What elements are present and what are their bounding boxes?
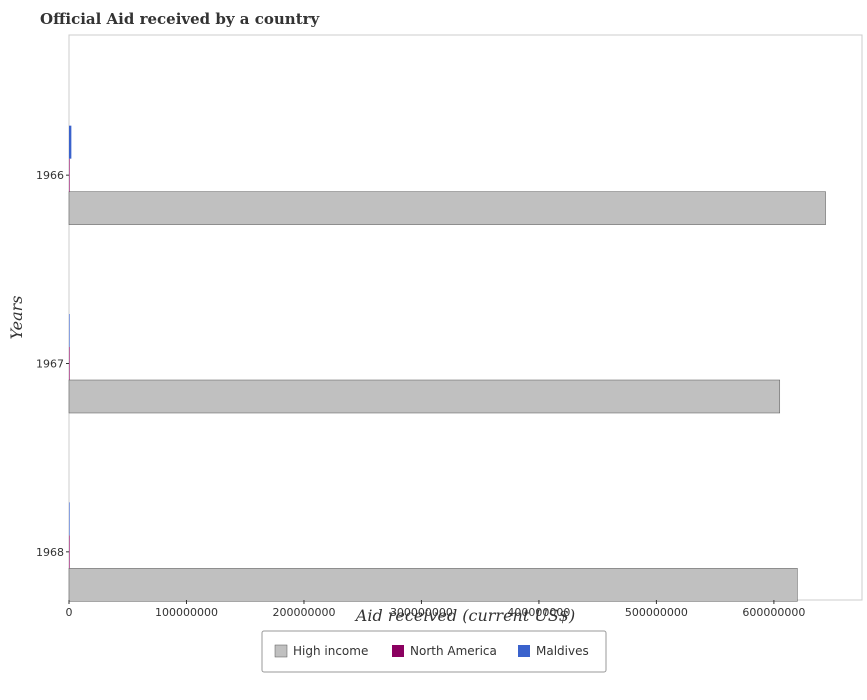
bar-north-america-1968	[69, 535, 70, 568]
plot-area	[69, 35, 862, 600]
y-tick-label-1967: 1967	[36, 358, 64, 371]
legend-label-north-america: North America	[410, 644, 497, 658]
x-axis-label: Aid received (current US$)	[354, 606, 575, 625]
legend-swatch-north-america	[392, 645, 404, 657]
y-axis-label: Years	[7, 295, 26, 339]
legend-swatch-maldives	[518, 645, 530, 657]
bar-north-america-1966	[69, 159, 70, 192]
x-tick-label-5: 500000000	[625, 606, 688, 619]
x-tick-label-2: 200000000	[272, 606, 335, 619]
chart-title: Official Aid received by a country	[40, 10, 321, 28]
x-tick-label-0: 0	[66, 606, 73, 619]
bar-north-america-1967	[69, 347, 70, 380]
legend-label-maldives: Maldives	[536, 644, 589, 658]
bar-high-income-1967	[69, 380, 780, 413]
bar-maldives-1966	[69, 126, 71, 159]
bars-group	[69, 126, 826, 602]
bar-maldives-1967	[69, 314, 70, 347]
legend-swatch-high-income	[275, 645, 287, 657]
x-tick-label-6: 600000000	[742, 606, 805, 619]
bar-high-income-1968	[69, 568, 797, 601]
legend-label-high-income: High income	[293, 644, 368, 658]
y-tick-label-1968: 1968	[36, 546, 64, 559]
legend: High income North America Maldives	[262, 631, 606, 672]
bar-maldives-1968	[69, 502, 70, 535]
y-ticks: 1966 1967 1968	[36, 169, 69, 559]
y-tick-label-1966: 1966	[36, 169, 64, 182]
x-tick-label-1: 100000000	[155, 606, 218, 619]
bar-high-income-1966	[69, 192, 826, 225]
